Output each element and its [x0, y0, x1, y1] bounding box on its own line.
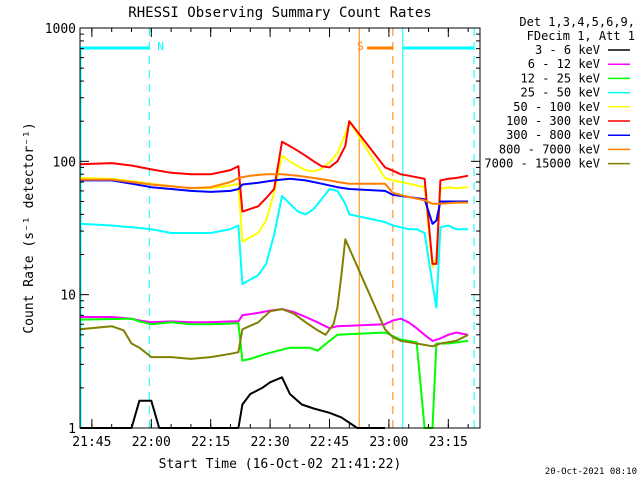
y-tick-label: 10 [60, 289, 76, 304]
legend-entry-label: 7000 - 15000 keV [484, 157, 600, 171]
y-tick-label: 1 [68, 422, 76, 437]
series-line [79, 120, 469, 265]
annotation-label: N [157, 40, 164, 53]
x-tick-label: 23:15 [429, 435, 468, 450]
x-axis: 21:45 22:00 22:15 22:30 22:45 23:00 23:15 [72, 28, 469, 450]
x-tick-label: 22:30 [251, 435, 290, 450]
chart-title: RHESSI Observing Summary Count Rates [128, 5, 431, 21]
legend-entry-label: 800 - 7000 keV [499, 142, 600, 156]
series-lines [79, 120, 469, 429]
y-tick-label: 1000 [45, 22, 76, 37]
footer-date: 20-Oct-2021 08:10 [545, 467, 637, 477]
legend-entry-label: 50 - 100 keV [513, 100, 600, 114]
series-line [79, 120, 469, 269]
x-tick-label: 22:00 [132, 435, 171, 450]
legend-entry-label: 6 - 12 keV [528, 57, 600, 71]
annotation-label: S [357, 40, 364, 53]
series-line [79, 188, 469, 309]
series-line [80, 308, 469, 342]
legend-entry-label: 300 - 800 keV [506, 128, 600, 142]
series-line [80, 177, 469, 225]
y-axis-label: Count Rate (s⁻¹ detector⁻¹) [22, 122, 37, 333]
legend-header-line-1: Det 1,3,4,5,6,9, [519, 15, 635, 29]
x-tick-label: 23:00 [369, 435, 408, 450]
legend-entry-label: 25 - 50 keV [521, 86, 600, 100]
legend-header-line-2: FDecim 1, Att 1 [527, 29, 635, 43]
series-line [79, 238, 469, 360]
x-tick-label: 22:15 [191, 435, 230, 450]
series-line [80, 376, 385, 429]
x-tick-label: 22:45 [310, 435, 349, 450]
legend-entry-label: 3 - 6 keV [535, 43, 600, 57]
y-axis: 1 10 100 1000 [45, 22, 480, 437]
legend-entry-label: 100 - 300 keV [506, 114, 600, 128]
x-axis-label: Start Time (16-Oct-02 21:41:22) [159, 457, 402, 472]
plot-frame [79, 27, 481, 429]
series-line [79, 317, 469, 429]
legend: Det 1,3,4,5,6,9, FDecim 1, Att 1 3 - 6 k… [484, 15, 635, 171]
legend-entry-label: 12 - 25 keV [521, 71, 600, 85]
y-tick-label: 100 [53, 155, 76, 170]
x-tick-label: 21:45 [72, 435, 111, 450]
series-line [80, 173, 469, 205]
